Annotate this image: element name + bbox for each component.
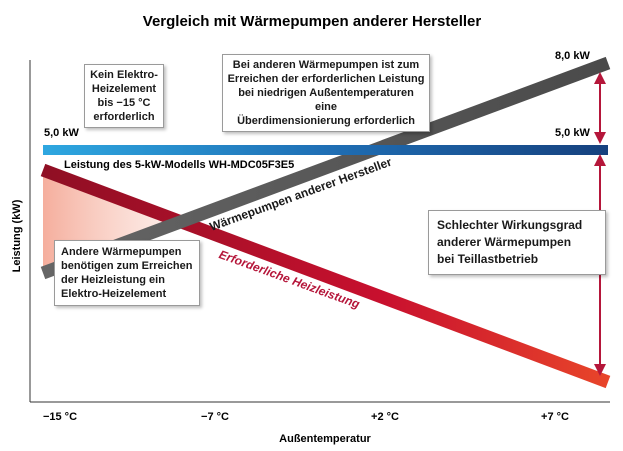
series-line-5kw-model (43, 145, 608, 155)
callout-line: benötigen zum Erreichen (61, 260, 193, 272)
callout-line: bis −15 °C (97, 97, 151, 109)
label-5kw-left: 5,0 kW (44, 127, 79, 139)
callout-line: Andere Wärmepumpen (61, 246, 182, 258)
callout-line: Heizelement (91, 83, 157, 95)
x-tick-label: −15 °C (43, 411, 77, 423)
series-line-required-heat (40, 163, 611, 389)
callout-line: anderer Wärmepumpen (437, 235, 572, 249)
label-5kw-right: 5,0 kW (555, 127, 590, 139)
x-tick-label: +2 °C (371, 411, 399, 423)
y-axis-label: Leistung (kW) (11, 199, 23, 272)
callout-line: Erreichen der erforderlichen Leistung (227, 73, 425, 85)
x-axis-label: Außentemperatur (279, 433, 371, 445)
x-tick-label: +7 °C (541, 411, 569, 423)
callout-line: erforderlich (93, 111, 155, 123)
callout-line: der Heizleistung ein (61, 274, 165, 286)
callout-needs-heating-element: Andere Wärmepumpen benötigen zum Erreich… (54, 240, 200, 306)
callout-line: bei niedrigen Außentemperaturen eine (238, 87, 414, 113)
callout-line: bei Teillastbetrieb (437, 252, 539, 266)
callout-line: Elektro-Heizelement (61, 288, 167, 300)
series-label-5kw-model: Leistung des 5-kW-Modells WH-MDC05F3E5 (64, 159, 294, 171)
callout-efficiency: Schlechter Wirkungsgrad anderer Wärmepum… (428, 210, 606, 275)
series-line-other-heatpumps (40, 56, 611, 280)
callout-line: Überdimensionierung erforderlich (237, 115, 415, 127)
callout-line: Schlechter Wirkungsgrad (437, 218, 583, 232)
callout-line: Kein Elektro- (90, 69, 158, 81)
callout-line: Bei anderen Wärmepumpen ist zum (232, 59, 420, 71)
x-tick-label: −7 °C (201, 411, 229, 423)
callout-overdimensioning: Bei anderen Wärmepumpen ist zum Erreiche… (222, 54, 430, 132)
callout-no-heating-element: Kein Elektro- Heizelement bis −15 °C erf… (84, 64, 164, 128)
label-8kw: 8,0 kW (555, 50, 590, 62)
chart-title: Vergleich mit Wärmepumpen anderer Herste… (143, 13, 482, 30)
